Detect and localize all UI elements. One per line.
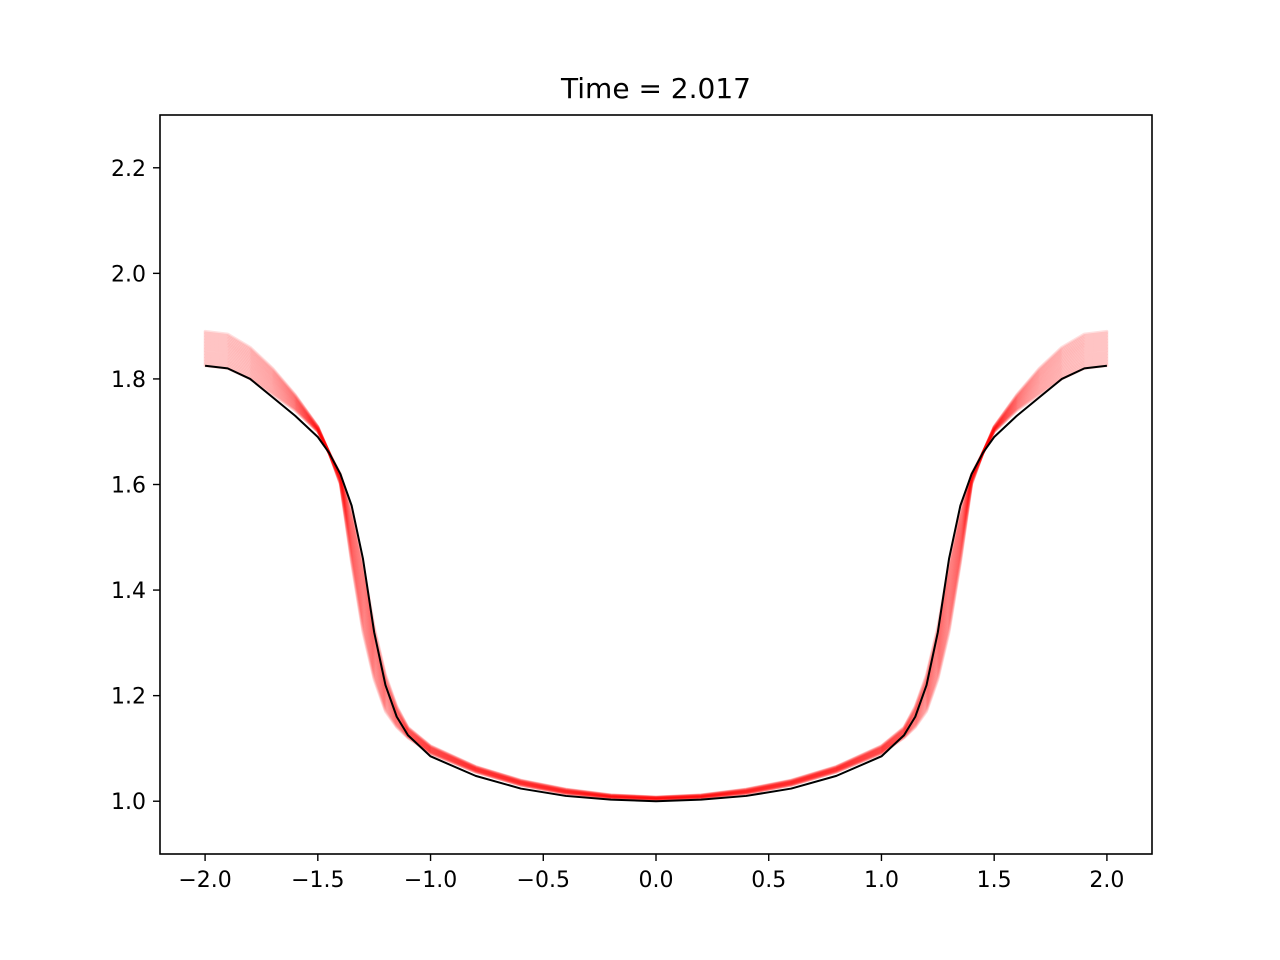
- x-tick-label: 1.0: [864, 868, 899, 893]
- y-tick-label: 1.8: [111, 368, 146, 393]
- x-tick-label: 0.0: [639, 868, 674, 893]
- y-tick-label: 1.6: [111, 474, 146, 499]
- ensemble-curve: [203, 352, 1109, 801]
- ensemble-curve: [203, 329, 1109, 799]
- ensemble-curve: [203, 355, 1109, 801]
- ensemble-curve: [203, 344, 1109, 800]
- ensemble-curve: [203, 340, 1109, 800]
- x-tick-label: −1.0: [404, 868, 457, 893]
- ensemble-curve: [203, 350, 1109, 801]
- x-tick-label: −2.0: [178, 868, 231, 893]
- x-axis: −2.0 −1.5 −1.0 −0.5 0.0 0.5 1.0 1.5 2.0: [178, 854, 1124, 893]
- ensemble-curve: [203, 359, 1109, 801]
- ensemble-curve: [203, 338, 1109, 800]
- x-tick-label: 2.0: [1089, 868, 1124, 893]
- x-tick-label: −1.5: [291, 868, 344, 893]
- chart-title: Time = 2.017: [560, 72, 751, 105]
- y-tick-label: 1.2: [111, 685, 146, 710]
- x-tick-label: −0.5: [517, 868, 570, 893]
- ensemble-curve: [203, 358, 1109, 801]
- y-tick-label: 2.2: [111, 157, 146, 182]
- ensemble-curve: [203, 335, 1109, 799]
- ensemble-curve: [203, 364, 1109, 802]
- ensemble-curve: [203, 353, 1109, 801]
- ensemble-curve: [203, 356, 1109, 801]
- ensemble-curve: [203, 334, 1109, 799]
- ensemble-curve: [203, 346, 1109, 800]
- ensemble-curve: [203, 349, 1109, 800]
- y-tick-label: 1.0: [111, 790, 146, 815]
- x-tick-label: 1.5: [977, 868, 1012, 893]
- reference-curve: [204, 364, 1108, 803]
- y-axis: 1.0 1.2 1.4 1.6 1.8 2.0 2.2: [111, 157, 160, 815]
- y-tick-label: 1.4: [111, 579, 146, 604]
- ensemble-curve: [203, 361, 1109, 801]
- ensemble-curve: [203, 331, 1109, 799]
- ensemble-curve: [203, 347, 1109, 800]
- y-tick-label: 2.0: [111, 262, 146, 287]
- axes-frame: [159, 114, 1153, 855]
- ensemble-curve: [203, 343, 1109, 800]
- x-tick-label: 0.5: [751, 868, 786, 893]
- plot-area: [203, 329, 1109, 803]
- ensemble-curve: [203, 362, 1109, 802]
- ensemble-curve: [203, 337, 1109, 800]
- ensemble-curve: [203, 332, 1109, 799]
- ensemble-curve: [203, 341, 1109, 800]
